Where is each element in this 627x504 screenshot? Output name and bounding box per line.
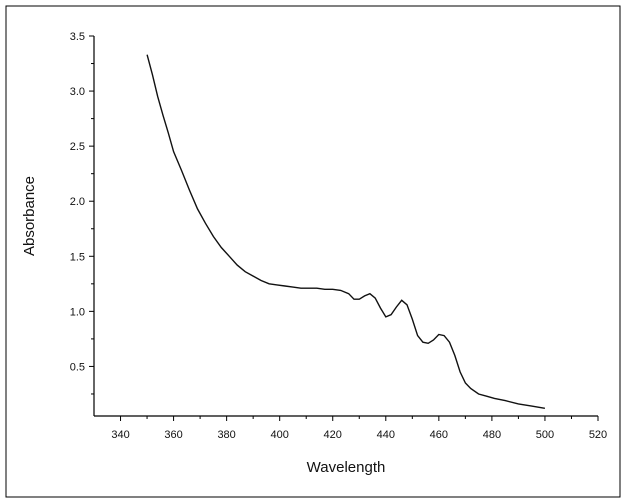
tick-labels: 340 360 380 400 420 440 460 480 500 520 0.5 1.0 1.5 2… bbox=[70, 31, 607, 441]
y-tick-label: 1.5 bbox=[70, 251, 85, 263]
x-tick-label: 520 bbox=[589, 429, 607, 441]
outer-frame bbox=[5, 5, 621, 498]
x-tick-label: 440 bbox=[377, 429, 395, 441]
y-tick-label: 2.0 bbox=[70, 196, 85, 208]
x-tick-label: 420 bbox=[324, 429, 342, 441]
absorbance-series-line bbox=[146, 54, 546, 409]
y-tick-label: 2.5 bbox=[70, 141, 85, 153]
x-tick-label: 400 bbox=[271, 429, 289, 441]
x-tick-label: 500 bbox=[536, 429, 554, 441]
tick-marks bbox=[89, 35, 599, 421]
x-tick-label: 460 bbox=[430, 429, 448, 441]
y-tick-label: 3.5 bbox=[70, 31, 85, 43]
y-tick-label: 0.5 bbox=[70, 361, 85, 373]
x-tick-label: 360 bbox=[164, 429, 182, 441]
x-tick-label: 480 bbox=[483, 429, 501, 441]
x-axis-title: Wavelength bbox=[307, 459, 386, 476]
x-tick-label: 380 bbox=[217, 429, 235, 441]
y-axis-title: Absorbance bbox=[21, 176, 38, 256]
x-tick-label: 340 bbox=[111, 429, 129, 441]
y-tick-label: 3.0 bbox=[70, 86, 85, 98]
axes bbox=[93, 36, 598, 417]
y-tick-label: 1.0 bbox=[70, 306, 85, 318]
